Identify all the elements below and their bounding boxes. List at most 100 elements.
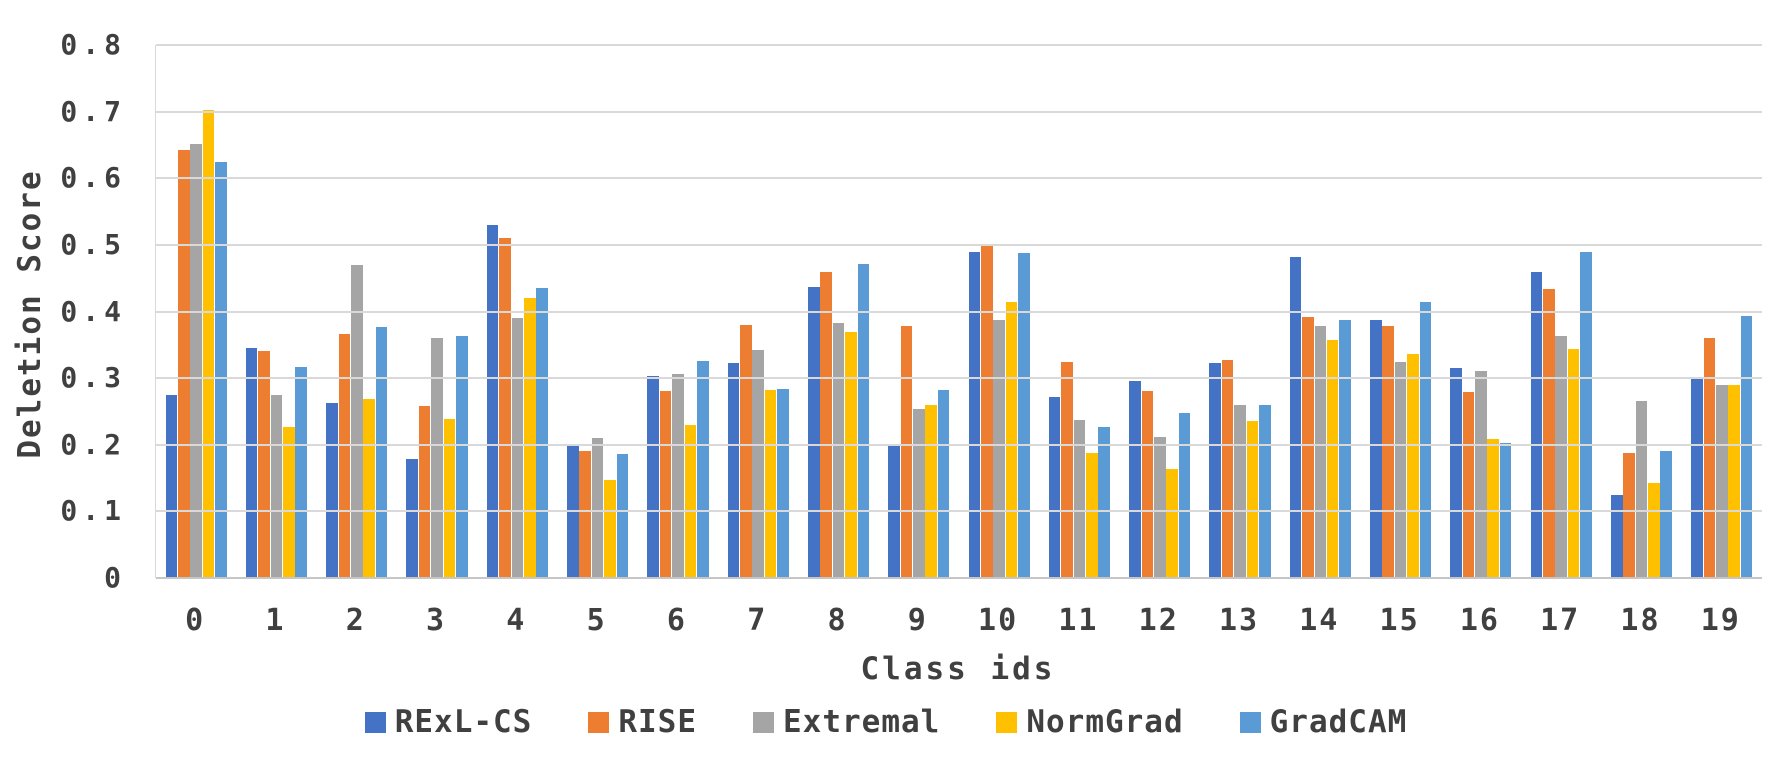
bar-NormGrad-class-4 [523, 298, 536, 578]
bar-RISE-class-8 [820, 271, 832, 578]
y-axis: 0 0.1 0.2 0.3 0.4 0.5 0.6 0.7 0.8 [0, 31, 132, 592]
bar-Extremal-class-19 [1715, 385, 1728, 578]
gridline [156, 110, 1762, 113]
bar-NormGrad-class-8 [845, 331, 857, 578]
bar-group-11 [1039, 45, 1119, 578]
bar-Extremal-class-7 [752, 350, 765, 578]
x-tick-label: 18 [1620, 603, 1661, 638]
legend-label: NormGrad [1026, 703, 1184, 740]
legend-label: GradCAM [1269, 703, 1408, 740]
bar-RExL-CS-class-2 [326, 403, 338, 578]
bar-group-4 [477, 45, 557, 578]
x-tick-label: 5 [586, 603, 607, 638]
bar-GradCAM-class-17 [1580, 252, 1592, 578]
bar-RExL-CS-class-0 [165, 394, 178, 578]
bar-RISE-class-4 [499, 238, 511, 578]
legend-item-RISE: RISE [588, 703, 698, 740]
bar-GradCAM-class-5 [616, 454, 629, 578]
bar-Extremal-class-1 [270, 395, 283, 578]
y-tick-label: 0.1 [60, 494, 126, 528]
bar-reflection [155, 580, 1761, 595]
bar-NormGrad-class-19 [1728, 384, 1740, 578]
bar-RExL-CS-class-16 [1450, 368, 1462, 578]
gridline [156, 177, 1762, 180]
y-tick-label: 0.8 [60, 28, 126, 61]
bar-GradCAM-class-15 [1419, 302, 1432, 578]
bar-Extremal-class-15 [1394, 362, 1407, 578]
x-axis-title: Class ids [860, 651, 1056, 687]
x-tick-label: 10 [978, 603, 1019, 638]
bar-RISE-class-12 [1141, 390, 1154, 578]
bar-NormGrad-class-1 [283, 427, 295, 578]
bar-GradCAM-class-8 [857, 263, 870, 578]
bar-RISE-class-17 [1543, 288, 1555, 578]
bar-NormGrad-class-10 [1005, 302, 1018, 578]
x-tick-label: 19 [1700, 603, 1741, 638]
bar-NormGrad-class-13 [1246, 420, 1259, 578]
bar-NormGrad-class-12 [1166, 469, 1178, 578]
bar-RExL-CS-class-10 [968, 251, 981, 578]
bar-NormGrad-class-14 [1326, 340, 1339, 578]
bar-NormGrad-class-9 [925, 404, 937, 578]
bar-group-2 [317, 45, 397, 578]
bar-Extremal-class-5 [591, 438, 604, 578]
gridline [156, 310, 1762, 313]
x-tick-label: 8 [827, 603, 848, 638]
x-tick-label: 4 [506, 603, 527, 638]
gridline [156, 510, 1762, 513]
bar-Extremal-class-8 [832, 322, 845, 578]
bar-RExL-CS-class-4 [486, 224, 499, 578]
bar-NormGrad-class-2 [363, 399, 375, 578]
legend-swatch-icon [1239, 711, 1261, 733]
x-tick-label: 1 [265, 603, 286, 638]
bar-GradCAM-class-10 [1018, 252, 1030, 578]
bar-NormGrad-class-16 [1487, 439, 1500, 578]
x-tick-label: 9 [907, 603, 928, 638]
bar-Extremal-class-9 [913, 408, 925, 578]
y-tick-label: 0.7 [60, 94, 126, 128]
y-tick-label: 0.2 [60, 427, 126, 461]
x-tick-label: 6 [666, 603, 687, 638]
bar-RExL-CS-class-19 [1691, 379, 1703, 578]
y-tick-label: 0.6 [60, 161, 126, 195]
legend-item-Extremal: Extremal [753, 706, 940, 738]
bar-NormGrad-class-0 [202, 110, 215, 578]
legend-label: RISE [618, 703, 698, 740]
bar-RExL-CS-class-18 [1610, 494, 1623, 578]
bar-GradCAM-class-6 [696, 360, 709, 578]
x-axis: 0 1 2 3 4 5 6 7 8 9 10 11 12 13 14 15 16 17 18 19 [155, 602, 1761, 640]
bar-Extremal-class-16 [1475, 370, 1487, 578]
bar-RISE-class-9 [900, 326, 913, 578]
bar-RISE-class-14 [1302, 316, 1314, 578]
bar-NormGrad-class-17 [1567, 348, 1580, 578]
bar-GradCAM-class-14 [1339, 319, 1351, 578]
bar-GradCAM-class-0 [215, 161, 227, 578]
bar-GradCAM-class-7 [777, 389, 789, 578]
bar-group-13 [1200, 45, 1280, 578]
bar-RExL-CS-class-15 [1370, 319, 1382, 578]
legend-item-NormGrad: NormGrad [996, 703, 1184, 740]
bar-group-14 [1280, 45, 1360, 578]
x-tick-label: 17 [1540, 603, 1581, 638]
x-tick-label: 16 [1459, 603, 1500, 638]
legend-label: RExL-CS [394, 703, 533, 740]
bar-RISE-class-7 [740, 324, 752, 578]
y-tick-label: 0.5 [60, 227, 126, 261]
bar-RExL-CS-class-14 [1289, 256, 1302, 578]
bar-RExL-CS-class-1 [245, 348, 258, 578]
bar-GradCAM-class-13 [1258, 405, 1271, 578]
legend-swatch-icon [364, 711, 386, 733]
bar-RExL-CS-class-6 [647, 376, 659, 578]
bar-GradCAM-class-4 [536, 288, 548, 578]
legend-swatch-icon [588, 711, 610, 733]
x-tick-label: 14 [1299, 603, 1340, 638]
bar-Extremal-class-10 [993, 319, 1005, 578]
bar-Extremal-class-2 [350, 264, 363, 578]
bar-Extremal-class-12 [1153, 437, 1166, 578]
bar-GradCAM-class-11 [1098, 426, 1110, 578]
y-tick-label: 0.3 [60, 361, 126, 395]
legend-item-GradCAM: GradCAM [1239, 703, 1408, 740]
bar-GradCAM-class-18 [1660, 451, 1673, 578]
bar-Extremal-class-11 [1073, 420, 1086, 578]
